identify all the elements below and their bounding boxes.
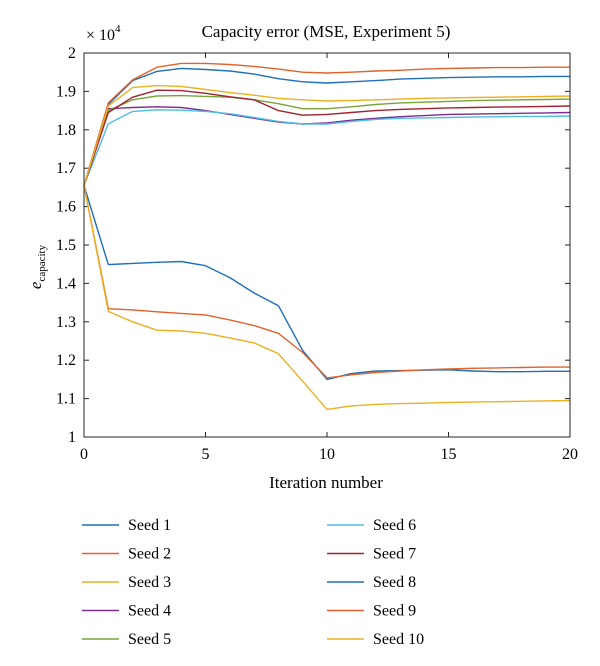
y-axis-label-sub: capacity xyxy=(36,244,48,281)
series-lines xyxy=(83,62,571,411)
x-tick-label: 15 xyxy=(441,446,457,463)
series-line-seed-2 xyxy=(83,185,570,379)
legend-label-seed-6: Seed 6 xyxy=(373,517,416,534)
series-line-seed-4 xyxy=(83,106,571,186)
y-tick-label: 1.4 xyxy=(56,275,76,292)
plot-area-frame xyxy=(83,52,571,438)
legend-label-seed-3: Seed 3 xyxy=(128,574,171,591)
y-tick-label: 1.9 xyxy=(56,83,76,100)
y-tick-label: 2 xyxy=(68,45,76,62)
y-axis-ticks: 1 1.1 1.2 1.3 1.4 1.5 1.6 1.7 1.8 1.9 2 xyxy=(56,45,570,446)
legend-label-seed-9: Seed 9 xyxy=(373,603,416,620)
chart-title: Capacity error (MSE, Experiment 5) xyxy=(202,22,451,41)
series-line-seed-6 xyxy=(83,109,571,186)
legend-label-seed-5: Seed 5 xyxy=(128,631,171,648)
y-tick-label: 1.6 xyxy=(56,199,76,216)
legend-label-seed-8: Seed 8 xyxy=(373,574,416,591)
x-axis-label: Iteration number xyxy=(269,473,383,492)
x-tick-label: 10 xyxy=(319,446,335,463)
y-axis-label-main: e xyxy=(26,281,45,289)
series-line-seed-3 xyxy=(83,185,571,411)
y-tick-label: 1.7 xyxy=(56,160,76,177)
x-tick-label: 20 xyxy=(562,446,578,463)
y-scale-exponent: 4 xyxy=(115,23,121,35)
legend-label-seed-1: Seed 1 xyxy=(128,517,171,534)
legend: Seed 1 Seed 2 Seed 3 Seed 4 Seed 5 Seed 6 Seed… xyxy=(82,517,424,648)
series-line-seed-10 xyxy=(83,84,571,186)
y-tick-label: 1.2 xyxy=(56,352,76,369)
series-line-seed-8 xyxy=(83,67,570,186)
x-tick-label: 0 xyxy=(80,446,88,463)
series-line-seed-5 xyxy=(83,94,571,186)
series-line-seed-9 xyxy=(83,62,570,186)
y-scale-label: × 104 xyxy=(86,23,121,44)
x-tick-label: 5 xyxy=(202,446,210,463)
legend-label-seed-10: Seed 10 xyxy=(373,631,424,648)
legend-label-seed-7: Seed 7 xyxy=(373,546,416,563)
series-line-seed-7 xyxy=(83,89,571,186)
y-axis-label: ecapacity xyxy=(26,244,48,289)
legend-label-seed-4: Seed 4 xyxy=(128,603,171,620)
y-tick-label: 1 xyxy=(68,429,76,446)
y-tick-label: 1.3 xyxy=(56,314,76,331)
y-tick-label: 1.5 xyxy=(56,237,76,254)
y-tick-label: 1.1 xyxy=(56,391,76,408)
y-scale-base: × 10 xyxy=(86,27,115,44)
legend-label-seed-2: Seed 2 xyxy=(128,546,171,563)
series-line-seed-1 xyxy=(83,185,570,381)
y-tick-label: 1.8 xyxy=(56,122,76,139)
